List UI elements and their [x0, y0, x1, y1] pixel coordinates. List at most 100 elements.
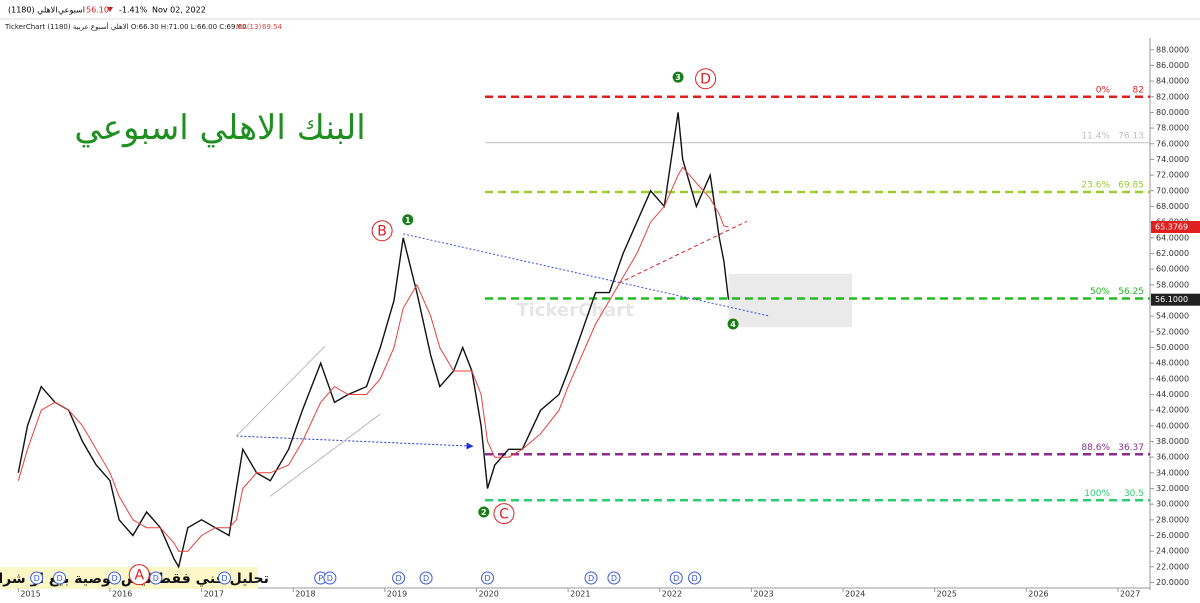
footer-bg [0, 567, 258, 589]
event-label: D [396, 574, 402, 583]
y-tick-label: 68.0000 [1156, 202, 1189, 211]
y-tick-label: 22.0000 [1156, 562, 1189, 571]
y-tick-label: 64.0000 [1156, 233, 1189, 242]
y-tick-label: 80.0000 [1156, 108, 1189, 117]
fib-percent: 100% [1084, 489, 1110, 499]
chart-title: البنك الاهلي اسبوعي [74, 108, 365, 148]
y-tick-label: 34.0000 [1156, 468, 1189, 477]
event-label: D [423, 574, 429, 583]
x-tick-label: 2023 [753, 590, 773, 599]
x-tick-label: 2019 [387, 590, 407, 599]
event-label: D [673, 574, 679, 583]
wave-circle [478, 506, 490, 518]
x-tick-label: 2027 [1120, 590, 1140, 599]
event-label: D [484, 574, 490, 583]
header-ma-value: 69.54 [262, 23, 283, 31]
y-tick-label: 86.0000 [1156, 61, 1189, 70]
event-label: D [691, 574, 697, 583]
wave-circle [128, 564, 150, 586]
wave-circle [402, 214, 414, 226]
last-price-tag: 56.1000 [1155, 295, 1188, 304]
y-tick-label: 72.0000 [1156, 171, 1189, 180]
wave-circle [695, 68, 717, 90]
event-label: P [318, 574, 323, 583]
y-tick-label: 78.0000 [1156, 124, 1189, 133]
x-tick-label: 2021 [570, 590, 590, 599]
wave-label: 3 [675, 73, 681, 82]
x-tick-label: 2016 [112, 590, 132, 599]
event-marker [53, 571, 67, 585]
y-tick-label: 36.0000 [1156, 453, 1189, 462]
y-tick-label: 30.0000 [1156, 500, 1189, 509]
fib-percent: 23.6% [1081, 180, 1110, 190]
y-tick-label: 52.0000 [1156, 327, 1189, 336]
header-change: -1.41% [119, 6, 148, 15]
event-marker [108, 571, 122, 585]
event-label: D [588, 574, 594, 583]
y-tick-label: 42.0000 [1156, 406, 1189, 415]
ma-line [17, 166, 729, 552]
header-ohlc: TickerChart الاهلي أسبوع عربية (1180) O:… [4, 22, 247, 31]
wave-circle [727, 318, 739, 330]
event-marker [218, 571, 232, 585]
event-label: D [153, 574, 159, 583]
y-tick-label: 62.0000 [1156, 249, 1189, 258]
y-tick-label: 48.0000 [1156, 359, 1189, 368]
y-tick-label: 32.0000 [1156, 484, 1189, 493]
y-tick-label: 40.0000 [1156, 421, 1189, 430]
down-arrow [107, 7, 113, 12]
event-marker [392, 571, 406, 585]
header-ma: MA(13) [236, 23, 261, 31]
y-tick-label: 58.0000 [1156, 280, 1189, 289]
wave-circle [672, 71, 684, 83]
y-tick-label: 74.0000 [1156, 155, 1189, 164]
fib-value: 36.37 [1118, 443, 1144, 453]
trendline [403, 233, 770, 317]
x-tick-label: 2015 [20, 590, 40, 599]
target-zone [728, 273, 853, 328]
fib-value: 82 [1133, 85, 1144, 95]
y-tick-label: 76.0000 [1156, 139, 1189, 148]
wave-label: D [700, 72, 711, 88]
event-marker [584, 571, 598, 585]
event-label: D [111, 574, 117, 583]
fib-value: 76.13 [1118, 131, 1144, 141]
event-marker [480, 571, 494, 585]
y-tick-label: 54.0000 [1156, 312, 1189, 321]
event-marker [419, 571, 433, 585]
fib-percent: 88.6% [1081, 443, 1110, 453]
y-tick-label: 24.0000 [1156, 547, 1189, 556]
event-marker [607, 571, 621, 585]
y-tick-label: 44.0000 [1156, 390, 1189, 399]
trendline [618, 220, 748, 284]
fib-value: 69.85 [1118, 180, 1144, 190]
fib-value: 30.5 [1124, 489, 1144, 499]
x-tick-label: 2025 [937, 590, 957, 599]
fib-percent: 0% [1096, 85, 1111, 95]
wave-label: 1 [405, 216, 411, 225]
event-label: D [56, 574, 62, 583]
last-price-tag-bg [1151, 293, 1200, 306]
event-label: D [34, 574, 40, 583]
wave-label: 2 [481, 508, 487, 517]
y-tick-label: 50.0000 [1156, 343, 1189, 352]
trendline [236, 345, 326, 437]
ma-price-tag: 65.3769 [1155, 222, 1188, 231]
y-tick-label: 84.0000 [1156, 77, 1189, 86]
wave-label: 4 [730, 320, 736, 329]
y-tick-label: 82.0000 [1156, 92, 1189, 101]
y-tick-label: 70.0000 [1156, 186, 1189, 195]
wave-label: A [134, 568, 144, 584]
fib-percent: 11.4% [1081, 131, 1110, 141]
x-tick-label: 2026 [1028, 590, 1048, 599]
fib-percent: 50% [1090, 287, 1110, 297]
y-tick-label: 46.0000 [1156, 374, 1189, 383]
x-tick-label: 2017 [204, 590, 224, 599]
watermark: TickerChart [516, 300, 634, 321]
x-tick-label: 2022 [662, 590, 682, 599]
header-symbol: الاهلي (1180) [8, 6, 57, 15]
y-tick-label: 60.0000 [1156, 265, 1189, 274]
y-tick-label: 28.0000 [1156, 515, 1189, 524]
wave-circle [493, 503, 515, 525]
